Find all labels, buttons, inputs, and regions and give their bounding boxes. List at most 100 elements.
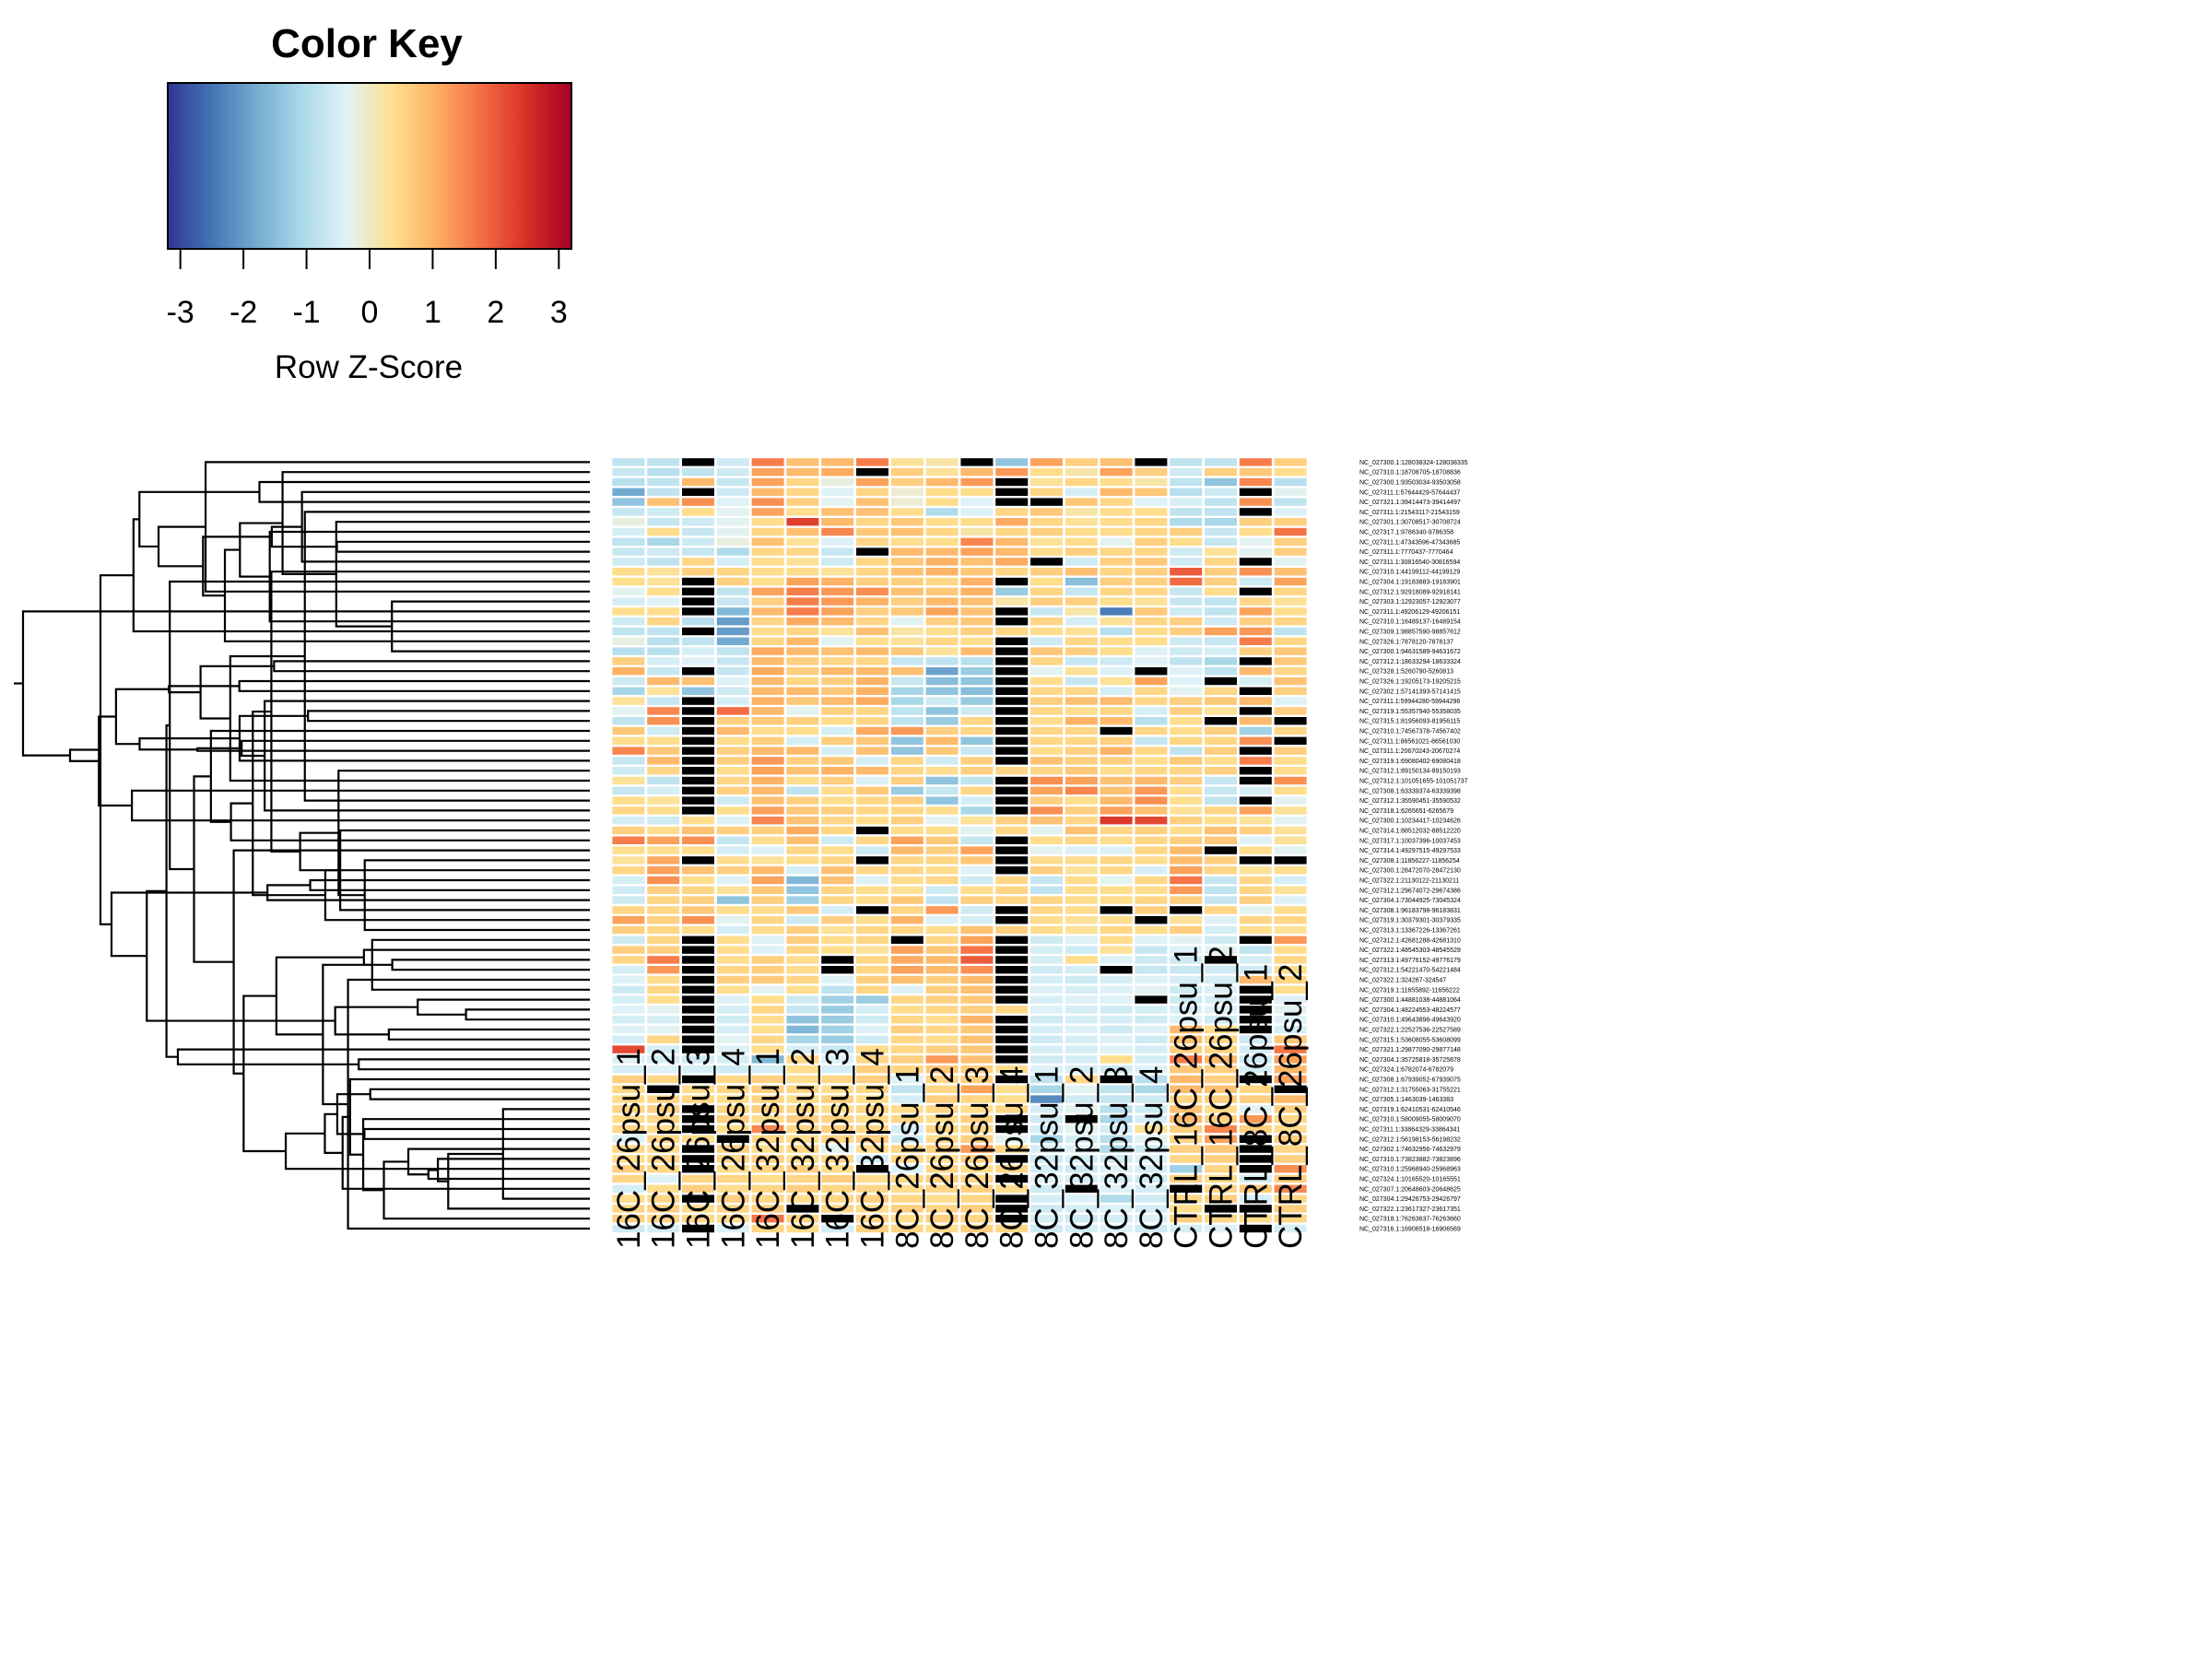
- heatmap-cell: [856, 916, 888, 924]
- heatmap-cell: [995, 597, 1029, 606]
- heatmap-cell: [1205, 946, 1237, 954]
- heatmap-cell: [821, 1124, 854, 1134]
- heatmap-cell: [1205, 876, 1237, 885]
- heatmap-cell: [682, 677, 714, 686]
- heatmap-cell: [821, 687, 854, 695]
- heatmap-cell: [1274, 488, 1307, 496]
- heatmap-cell: [1274, 995, 1307, 1004]
- heatmap-cell: [1030, 1095, 1063, 1103]
- row-label: NC_027304.1:35725818-35725878: [1359, 1057, 1461, 1064]
- heatmap-cell: [925, 975, 959, 984]
- heatmap-cell: [612, 488, 645, 496]
- heatmap-cell: [1100, 786, 1133, 794]
- heatmap-cell: [1239, 1224, 1272, 1233]
- heatmap-cell: [647, 627, 680, 636]
- heatmap-cell: [1065, 925, 1098, 935]
- heatmap-cell: [716, 667, 749, 676]
- dendrogram-branch: [361, 1118, 590, 1192]
- heatmap-cell: [1135, 925, 1168, 935]
- heatmap-cell: [612, 985, 645, 994]
- heatmap-cell: [786, 707, 819, 715]
- heatmap-cell: [1170, 1025, 1203, 1034]
- heatmap-cell: [995, 817, 1029, 825]
- heatmap-cell: [786, 1016, 819, 1024]
- heatmap-cell: [1239, 527, 1272, 536]
- heatmap-cell: [682, 1124, 714, 1134]
- heatmap-cell: [925, 995, 959, 1004]
- heatmap-cell: [890, 587, 924, 595]
- heatmap-cell: [960, 717, 994, 725]
- heatmap-cell: [1239, 558, 1272, 566]
- heatmap-cell: [786, 856, 819, 865]
- heatmap-cell: [1065, 916, 1098, 924]
- heatmap-cell: [612, 747, 645, 755]
- heatmap-cell: [647, 667, 680, 676]
- heatmap-cell: [612, 1124, 645, 1134]
- heatmap-cell: [1239, 796, 1272, 805]
- heatmap-cell: [1274, 1174, 1307, 1183]
- heatmap-cell: [1065, 537, 1098, 546]
- row-label: NC_027313.1:13367226-13367261: [1359, 928, 1461, 935]
- heatmap-cell: [1135, 1174, 1168, 1183]
- heatmap-cell: [682, 607, 714, 616]
- heatmap-cell: [1065, 866, 1098, 875]
- row-label: NC_027302.1:57141393-57141415: [1359, 688, 1461, 695]
- heatmap-cell: [856, 717, 888, 725]
- heatmap-cell: [1274, 856, 1307, 865]
- heatmap-cell: [716, 587, 749, 595]
- heatmap-cell: [612, 925, 645, 935]
- dendrogram-branch: [193, 775, 234, 963]
- heatmap-cell: [751, 597, 784, 606]
- heatmap-cell: [856, 886, 888, 894]
- heatmap-cell: [1170, 826, 1203, 835]
- heatmap-cell: [1065, 1224, 1098, 1233]
- heatmap-cell: [995, 618, 1029, 626]
- heatmap-cell: [1170, 1085, 1203, 1093]
- heatmap-cell: [1030, 1025, 1063, 1034]
- heatmap-cell: [960, 1035, 994, 1043]
- heatmap-cell: [682, 558, 714, 566]
- heatmap-cell: [1274, 916, 1307, 924]
- heatmap-cell: [716, 527, 749, 536]
- heatmap-cell: [995, 637, 1029, 645]
- heatmap-cell: [890, 527, 924, 536]
- heatmap-cell: [1239, 667, 1272, 676]
- heatmap-cell: [716, 1155, 749, 1163]
- heatmap-cell: [716, 1174, 749, 1183]
- heatmap-cell: [647, 1035, 680, 1043]
- heatmap-cell: [821, 985, 854, 994]
- heatmap-cell: [995, 1025, 1029, 1034]
- heatmap-cell: [856, 817, 888, 825]
- heatmap-cell: [856, 597, 888, 606]
- heatmap-cell: [960, 657, 994, 665]
- heatmap-cell: [960, 856, 994, 865]
- heatmap-cell: [925, 537, 959, 546]
- heatmap-cell: [1274, 925, 1307, 935]
- heatmap-cell: [1170, 806, 1203, 815]
- heatmap-cell: [1030, 1135, 1063, 1143]
- heatmap-cell: [925, 896, 959, 904]
- heatmap-cell: [786, 956, 819, 964]
- heatmap-cell: [995, 1194, 1029, 1203]
- row-label: NC_027311.1:20670243-20670274: [1359, 748, 1460, 755]
- heatmap-cell: [1239, 736, 1272, 745]
- color-key-tick-label: 2: [487, 295, 504, 330]
- heatmap-cell: [925, 1085, 959, 1093]
- heatmap-cell: [1205, 786, 1237, 794]
- column-label: 16C_32psu_2: [785, 1048, 821, 1249]
- column-label: 16C_26psu_1: [611, 1048, 647, 1249]
- heatmap-cell: [1100, 1224, 1133, 1233]
- heatmap-cell: [1065, 1065, 1098, 1074]
- heatmap-cell: [960, 1194, 994, 1203]
- heatmap-cell: [960, 488, 994, 496]
- heatmap-cell: [925, 876, 959, 885]
- heatmap-cell: [1135, 995, 1168, 1004]
- heatmap-cell: [856, 806, 888, 815]
- heatmap-cell: [821, 587, 854, 595]
- row-label: NC_027307.1:20648603-20648625: [1359, 1186, 1461, 1193]
- heatmap-cell: [786, 498, 819, 506]
- heatmap-cell: [1170, 637, 1203, 645]
- heatmap-cell: [1100, 767, 1133, 775]
- heatmap-cell: [821, 1215, 854, 1223]
- heatmap-cell: [682, 697, 714, 705]
